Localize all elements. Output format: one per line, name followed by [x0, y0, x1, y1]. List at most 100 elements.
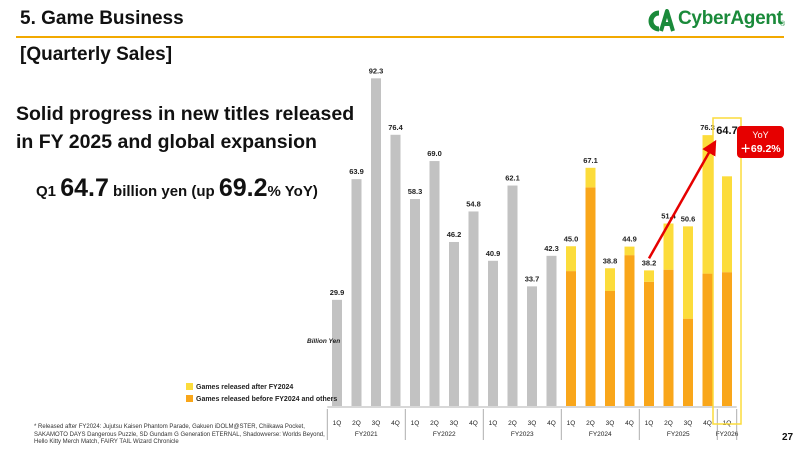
footnote: * Released after FY2024: Jujutsu Kaisen …	[34, 424, 325, 445]
fiscal-year-label: FY2022	[433, 431, 456, 438]
legend-swatch-old-titles	[186, 395, 193, 402]
cyberagent-logo-mark-icon	[648, 9, 675, 32]
bar-segment-before-fy2024	[722, 272, 732, 406]
bar-segment-before-fy2024	[585, 187, 596, 406]
bar	[449, 241, 459, 406]
quarter-tick-label: 2Q	[430, 420, 439, 427]
quarter-tick-label: 4Q	[703, 420, 712, 427]
quarter-tick-label: 3Q	[606, 420, 615, 427]
quarter-tick-label: 1Q	[333, 420, 342, 427]
data-label: 58.3	[408, 187, 423, 196]
headline-line-2: in FY 2025 and global expansion	[16, 131, 317, 153]
headline-line-1: Solid progress in new titles released	[16, 103, 355, 125]
fiscal-year-label: FY2024	[589, 431, 612, 438]
bar	[410, 199, 420, 406]
legend-swatch-new-titles	[186, 383, 193, 390]
quarter-tick-label: 1Q	[411, 420, 420, 427]
headline: Solid progress in new titles released in…	[16, 100, 354, 156]
bar-segment-after-fy2024	[722, 176, 732, 273]
yoy-badge-label: YoY	[752, 130, 768, 140]
data-label: 69.0	[427, 149, 442, 158]
quarter-tick-label: 2Q	[586, 420, 595, 427]
bar-segment-after-fy2024	[644, 270, 654, 282]
data-label: 46.2	[447, 230, 462, 239]
value-labels-layer: 29.9 63.9 92.3 76.4 58.3 69.0 46.2 54.8 40.9 62.1…	[330, 66, 715, 297]
quarter-tick-label: 1Q	[489, 420, 498, 427]
bar-segment-before-fy2024	[644, 281, 654, 406]
q1-suffix: % YoY)	[267, 183, 318, 200]
bar-segment-after-fy2024	[624, 246, 635, 256]
bar	[351, 179, 362, 406]
q1-prefix: Q1	[36, 183, 61, 200]
bar	[488, 260, 498, 406]
yoy-badge	[737, 126, 784, 158]
fiscal-year-label: FY2021	[355, 431, 378, 438]
yoy-growth-arrow	[647, 139, 717, 260]
bar	[371, 78, 381, 407]
data-label: 38.8	[603, 256, 618, 265]
quarter-tick-label: 4Q	[547, 420, 556, 427]
latest-quarter-highlight-box	[712, 117, 742, 425]
quarter-tick-label: 2Q	[508, 420, 517, 427]
q1-summary: Q1 64.7 billion yen (up 69.2% YoY)	[36, 174, 318, 203]
data-label: 40.9	[486, 249, 501, 258]
legend-label-old-titles: Games released before FY2024 and others	[196, 396, 337, 403]
section-title: 5. Game Business	[20, 8, 184, 29]
bars-layer	[332, 78, 732, 407]
cyberagent-logo: CyberAgent ®	[646, 6, 786, 36]
data-label: 63.9	[349, 167, 364, 176]
q1-yoy-percent: 69.2	[218, 174, 268, 202]
chart-section-subtitle: [Quarterly Sales]	[20, 44, 173, 65]
bar	[546, 255, 557, 406]
bar	[390, 134, 401, 406]
annotation-layer: 64.7 YoY ＋69.2%	[647, 117, 784, 425]
legend: Games released after FY2024 Games releas…	[186, 383, 337, 403]
legend-label-new-titles: Games released after FY2024	[196, 384, 293, 391]
quarter-tick-label: 3Q	[372, 420, 381, 427]
fiscal-year-label: FY2025	[667, 431, 690, 438]
quarter-tick-label: 3Q	[684, 420, 693, 427]
bar-segment-after-fy2024	[702, 135, 713, 274]
bar-segment-after-fy2024	[663, 223, 674, 270]
data-label: 76.4	[388, 123, 403, 132]
bar-segment-after-fy2024	[683, 226, 693, 319]
bar-segment-before-fy2024	[624, 255, 635, 406]
fiscal-year-label: FY2023	[511, 431, 534, 438]
data-label: 67.1	[583, 156, 598, 165]
bar-segment-after-fy2024	[585, 167, 596, 188]
quarter-tick-label: 2Q	[664, 420, 673, 427]
unit-label: Billion Yen	[307, 338, 340, 345]
quarter-tick-label: 4Q	[469, 420, 478, 427]
quarter-tick-label: 4Q	[625, 420, 634, 427]
q1-value: 64.7	[60, 174, 109, 202]
bar	[468, 211, 479, 406]
data-label: 42.3	[544, 244, 559, 253]
bar	[332, 299, 342, 406]
quarter-tick-label: 1Q	[567, 420, 576, 427]
bar-segment-before-fy2024	[663, 269, 674, 406]
q1-mid-text: billion yen (up	[108, 183, 219, 200]
quarter-tick-label: 3Q	[528, 420, 537, 427]
yoy-badge-value: ＋69.2%	[740, 143, 781, 155]
data-label: 44.9	[622, 235, 637, 244]
data-label: 29.9	[330, 288, 345, 297]
quarter-tick-label: 3Q	[450, 420, 459, 427]
bar-segment-before-fy2024	[702, 273, 713, 406]
data-label: 45.0	[564, 234, 579, 243]
title-rule	[16, 36, 784, 38]
data-label: 92.3	[369, 66, 384, 75]
page-number: 27	[782, 432, 794, 443]
latest-quarter-value-label: 64.7	[716, 125, 737, 137]
data-label: 76.3	[700, 123, 715, 132]
data-label: 51.4	[661, 212, 676, 221]
quarter-tick-label: 4Q	[391, 420, 400, 427]
data-label: 50.6	[681, 214, 696, 223]
bar-segment-after-fy2024	[605, 268, 615, 291]
bar	[527, 286, 537, 406]
quarter-tick-label: 2Q	[352, 420, 361, 427]
quarter-tick-label: 1Q	[645, 420, 654, 427]
bar	[429, 161, 440, 406]
x-axis: 1Q 2Q 3Q 4Q 1Q 2Q 3Q 4Q 1Q 2Q 3Q 4Q 1Q 2Q 3Q 4Q 1Q 2Q 3Q 4Q…	[326, 406, 739, 440]
bar	[507, 185, 518, 406]
